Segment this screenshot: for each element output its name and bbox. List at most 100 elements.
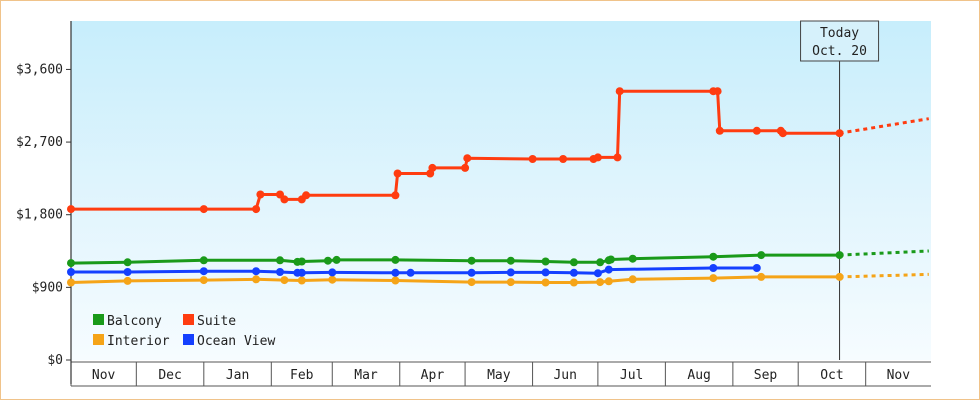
data-point-interior: [709, 274, 718, 283]
data-point-suite: [391, 191, 400, 200]
data-point-suite: [67, 205, 75, 214]
data-point-ocean-view: [541, 268, 550, 277]
y-tick-label: $1,800: [16, 208, 63, 223]
data-point-interior: [252, 275, 261, 284]
data-point-suite: [615, 87, 624, 96]
month-label: May: [487, 368, 511, 383]
data-point-suite: [613, 153, 622, 162]
series-forecast-suite: [839, 117, 930, 135]
data-point-balcony: [606, 255, 615, 264]
today-callout-box: [800, 20, 880, 62]
data-point-interior: [757, 272, 766, 281]
data-point-ocean-view: [467, 268, 476, 277]
data-point-suite: [593, 153, 602, 162]
data-point-suite: [778, 129, 787, 138]
month-label: Sep: [754, 368, 778, 383]
data-point-suite: [428, 163, 437, 172]
data-point-suite: [528, 155, 537, 163]
data-point-interior: [628, 275, 637, 284]
data-point-ocean-view: [391, 268, 400, 277]
data-point-ocean-view: [252, 267, 261, 276]
data-point-balcony: [276, 256, 284, 265]
y-tick-label: $2,700: [16, 135, 63, 150]
data-point-interior: [391, 276, 400, 285]
month-label: Jan: [226, 368, 249, 383]
data-point-balcony: [569, 258, 578, 267]
data-point-ocean-view: [506, 268, 515, 277]
today-callout-date: Oct. 20: [812, 44, 867, 59]
data-point-interior: [328, 275, 337, 284]
legend-label-suite: Suite: [197, 314, 236, 329]
data-point-balcony: [332, 255, 341, 264]
data-point-ocean-view: [67, 268, 75, 276]
month-label: Jun: [553, 368, 576, 383]
data-point-ocean-view: [569, 268, 578, 277]
month-label: Jul: [620, 368, 643, 383]
month-label: Oct: [820, 368, 843, 383]
data-point-balcony: [123, 258, 132, 267]
data-point-balcony: [199, 256, 208, 265]
data-point-interior: [835, 272, 844, 281]
data-point-suite: [256, 190, 265, 199]
data-point-interior: [506, 278, 515, 287]
data-point-balcony: [391, 255, 400, 264]
data-point-interior: [541, 278, 550, 287]
month-label: Aug: [687, 368, 710, 383]
month-label: Nov: [92, 368, 116, 383]
data-point-ocean-view: [604, 265, 613, 274]
legend-swatch-ocean-view: [183, 334, 194, 345]
data-point-ocean-view: [199, 267, 208, 276]
legend-label-ocean-view: Ocean View: [197, 334, 275, 349]
y-tick-label: $900: [32, 280, 63, 295]
data-point-suite: [252, 205, 261, 214]
data-point-suite: [280, 195, 289, 204]
plot-area: [71, 21, 931, 360]
data-point-suite: [835, 129, 844, 138]
data-point-interior: [67, 278, 75, 287]
month-label: Nov: [887, 368, 911, 383]
data-point-suite: [559, 155, 568, 163]
data-point-suite: [463, 154, 472, 163]
month-label: Apr: [421, 368, 445, 383]
data-point-suite: [461, 163, 470, 172]
y-tick-label: $3,600: [16, 62, 63, 77]
data-point-ocean-view: [297, 268, 306, 277]
month-label: Feb: [290, 368, 314, 383]
data-point-balcony: [757, 251, 766, 260]
month-label: Mar: [354, 368, 378, 383]
data-point-ocean-view: [123, 268, 132, 276]
data-point-interior: [596, 278, 605, 287]
data-point-suite: [393, 169, 402, 178]
data-point-balcony: [467, 256, 476, 265]
data-point-ocean-view: [328, 268, 337, 277]
data-point-interior: [297, 276, 306, 285]
data-point-ocean-view: [406, 268, 415, 277]
data-point-suite: [199, 205, 208, 214]
data-point-balcony: [506, 256, 515, 265]
month-label: Dec: [158, 368, 181, 383]
data-point-balcony: [67, 259, 75, 268]
data-point-suite: [302, 191, 311, 200]
data-point-ocean-view: [276, 268, 284, 276]
data-point-suite: [713, 87, 722, 96]
data-point-interior: [604, 277, 613, 286]
today-callout-title: Today: [820, 26, 859, 41]
data-point-interior: [467, 278, 476, 287]
y-tick-label: $0: [47, 353, 63, 368]
data-point-interior: [569, 278, 578, 287]
legend-label-interior: Interior: [107, 334, 170, 349]
data-point-balcony: [596, 258, 605, 267]
data-point-balcony: [628, 254, 637, 263]
data-point-suite: [752, 126, 761, 135]
series-line-interior: [69, 275, 842, 284]
legend-swatch-interior: [93, 334, 104, 345]
series-forecast-balcony: [839, 249, 929, 257]
data-point-interior: [280, 276, 289, 285]
data-point-ocean-view: [593, 269, 602, 278]
data-point-balcony: [323, 256, 332, 265]
data-point-interior: [123, 276, 132, 285]
data-point-suite: [715, 126, 724, 135]
legend-label-balcony: Balcony: [107, 314, 162, 329]
